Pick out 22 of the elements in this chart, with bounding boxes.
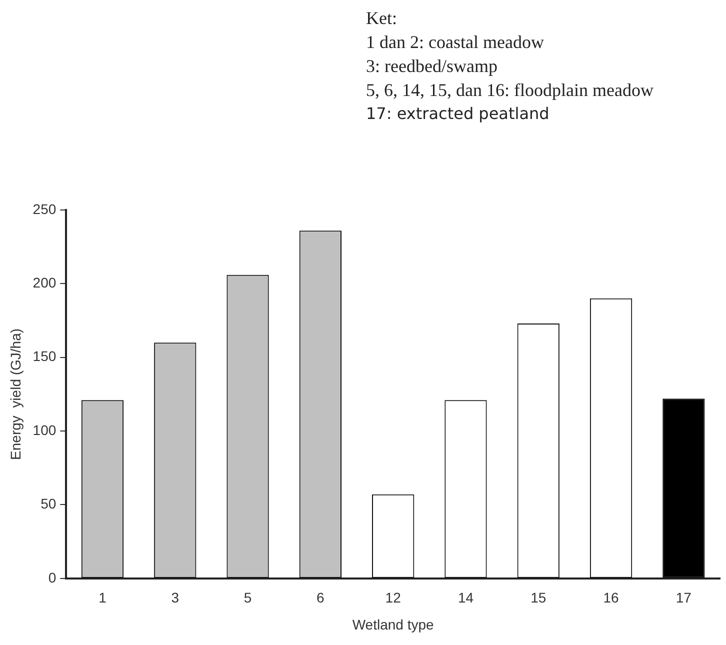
x-tick-label: 5 [244, 590, 252, 606]
text: 5, 6, 14, 15, dan 16: floodplain meadow [366, 79, 654, 102]
text: 3: reedbed/swamp [366, 55, 498, 78]
x-tick-label: 6 [316, 590, 325, 606]
x-axis-title: Wetland type [352, 616, 434, 632]
y-tick-label: 50 [40, 496, 56, 512]
text: 17: extracted peatland [366, 103, 550, 125]
x-tick-label: 1 [98, 590, 107, 606]
x-tick-label: 17 [676, 590, 692, 606]
x-tick-label: 12 [385, 590, 402, 606]
y-tick-label: 250 [32, 200, 56, 217]
x-tick-label: 15 [530, 590, 546, 606]
y-tick-label: 150 [32, 348, 56, 364]
y-axis-title: Energy yield (GJ/ha) [7, 328, 24, 460]
x-tick-label: 14 [458, 590, 474, 606]
text: Ket: [366, 7, 398, 30]
text: 1 dan 2: coastal meadow [366, 31, 545, 54]
x-tick-label: 3 [171, 590, 180, 606]
y-tick-label: 200 [32, 274, 56, 291]
x-tick-label: 16 [603, 590, 620, 606]
y-tick-label: 100 [32, 422, 56, 438]
y-tick-label: 0 [48, 569, 56, 586]
